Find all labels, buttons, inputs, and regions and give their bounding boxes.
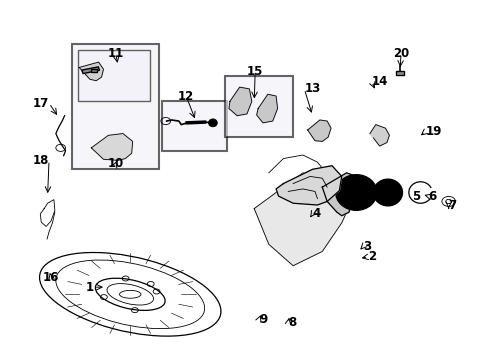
Text: 1: 1 bbox=[85, 281, 94, 294]
Text: 8: 8 bbox=[287, 316, 296, 329]
Polygon shape bbox=[276, 166, 341, 205]
Text: 7: 7 bbox=[448, 199, 456, 212]
Bar bbox=[224, 76, 292, 137]
Text: 4: 4 bbox=[312, 207, 320, 220]
Text: 6: 6 bbox=[427, 190, 436, 203]
Bar bbox=[91, 69, 97, 72]
Text: 18: 18 bbox=[33, 154, 49, 167]
Text: 3: 3 bbox=[363, 240, 371, 253]
Bar bbox=[81, 67, 100, 73]
Text: 20: 20 bbox=[392, 47, 408, 60]
Text: 5: 5 bbox=[411, 190, 420, 203]
Text: 12: 12 bbox=[178, 90, 194, 103]
Polygon shape bbox=[369, 125, 388, 146]
Polygon shape bbox=[79, 62, 103, 81]
Polygon shape bbox=[254, 173, 351, 266]
Text: 19: 19 bbox=[425, 125, 441, 138]
Text: 14: 14 bbox=[371, 75, 387, 88]
Bar bbox=[78, 50, 149, 102]
Text: 16: 16 bbox=[43, 271, 59, 284]
Polygon shape bbox=[322, 173, 356, 216]
Text: 15: 15 bbox=[246, 64, 263, 77]
Ellipse shape bbox=[372, 179, 402, 206]
Text: 17: 17 bbox=[33, 97, 49, 110]
Polygon shape bbox=[91, 134, 132, 160]
Text: 10: 10 bbox=[107, 157, 123, 170]
Polygon shape bbox=[256, 94, 277, 123]
Polygon shape bbox=[228, 87, 251, 116]
Text: 11: 11 bbox=[107, 47, 123, 60]
Polygon shape bbox=[307, 120, 330, 141]
Ellipse shape bbox=[208, 119, 217, 127]
Ellipse shape bbox=[335, 175, 376, 210]
Text: 13: 13 bbox=[304, 82, 320, 95]
Text: 9: 9 bbox=[259, 313, 267, 326]
Ellipse shape bbox=[104, 138, 126, 158]
Bar bbox=[72, 44, 159, 169]
Text: 2: 2 bbox=[368, 250, 376, 263]
Bar bbox=[162, 102, 227, 152]
Bar bbox=[395, 71, 403, 75]
